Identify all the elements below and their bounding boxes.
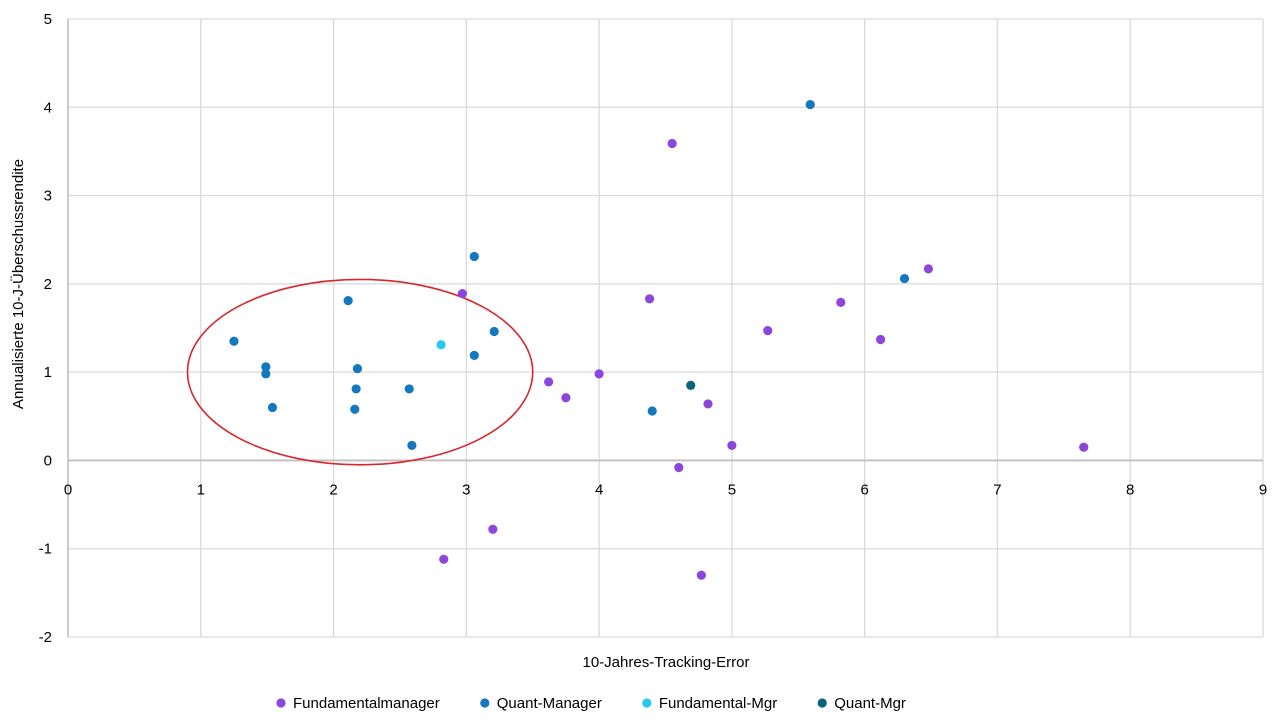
x-axis-title: 10-Jahres-Tracking-Error xyxy=(583,654,750,671)
legend-item-quant-mgr: Quant-Mgr xyxy=(817,695,906,712)
point-quant-manager xyxy=(343,296,353,306)
x-tick-label: 3 xyxy=(462,481,470,498)
point-fundamentalmanager xyxy=(696,570,706,580)
x-tick-label: 1 xyxy=(197,481,205,498)
point-fundamentalmanager xyxy=(544,377,554,387)
point-fundamentalmanager xyxy=(439,554,449,564)
point-quant-manager xyxy=(899,273,910,284)
annotation xyxy=(186,278,534,466)
y-axis-title: Annualisierte 10-J-Überschussrendite xyxy=(9,159,27,409)
tick-labels: 0 1 2 3 4 5 6 7 8 9 -2 -1 0 1 2 3 4 5 xyxy=(39,11,1268,646)
point-fundamentalmanager xyxy=(674,462,684,473)
axes xyxy=(67,19,1263,637)
x-tick-label: 9 xyxy=(1259,481,1267,498)
grid xyxy=(67,18,1264,638)
point-fundamental-mgr xyxy=(436,340,446,350)
point-fundamentalmanager xyxy=(488,524,498,534)
point-fundamentalmanager xyxy=(644,294,655,304)
y-tick-label: 1 xyxy=(44,364,52,381)
point-quant-mgr xyxy=(686,380,696,390)
highlight-ellipse xyxy=(186,278,534,466)
legend-label: Fundamentalmanager xyxy=(293,695,440,712)
point-quant-manager xyxy=(469,251,479,262)
y-tick-label: -2 xyxy=(39,629,52,646)
point-fundamentalmanager xyxy=(667,138,677,149)
x-tick-label: 4 xyxy=(595,481,603,498)
legend-label: Quant-Manager xyxy=(497,695,602,712)
point-quant-manager xyxy=(229,336,239,346)
x-tick-label: 0 xyxy=(64,481,72,498)
y-tick-label: 2 xyxy=(44,276,52,293)
point-quant-manager xyxy=(261,369,271,379)
data-points xyxy=(229,100,1089,580)
legend-marker xyxy=(817,698,827,708)
point-fundamentalmanager xyxy=(561,393,571,403)
x-tick-label: 6 xyxy=(860,481,868,498)
legend-item-quant-manager: Quant-Manager xyxy=(480,695,602,712)
x-tick-label: 2 xyxy=(329,481,337,498)
point-fundamentalmanager xyxy=(876,334,886,345)
y-tick-label: -1 xyxy=(39,541,52,558)
y-tick-label: 4 xyxy=(44,99,52,116)
point-quant-manager xyxy=(352,364,363,374)
point-quant-manager xyxy=(647,406,657,416)
point-quant-manager xyxy=(805,100,815,110)
point-fundamentalmanager xyxy=(594,369,604,379)
point-fundamentalmanager xyxy=(727,440,737,451)
legend-marker xyxy=(276,698,286,708)
legend-item-fundamentalmanager: Fundamentalmanager xyxy=(276,695,440,712)
point-quant-manager xyxy=(351,384,361,394)
legend-marker xyxy=(642,698,652,708)
point-fundamentalmanager xyxy=(836,297,846,307)
point-quant-manager xyxy=(261,362,271,372)
y-tick-label: 5 xyxy=(44,11,52,28)
x-tick-label: 8 xyxy=(1126,481,1134,498)
legend-label: Quant-Mgr xyxy=(834,695,906,712)
point-fundamentalmanager xyxy=(1079,442,1089,452)
y-tick-label: 3 xyxy=(44,188,52,205)
y-tick-label: 0 xyxy=(44,452,52,469)
point-fundamentalmanager xyxy=(457,288,467,299)
point-quant-manager xyxy=(267,402,278,413)
point-fundamentalmanager xyxy=(923,264,934,274)
point-quant-manager xyxy=(489,326,499,337)
x-tick-label: 5 xyxy=(728,481,736,498)
legend-label: Fundamental-Mgr xyxy=(659,695,777,712)
point-quant-manager xyxy=(407,440,417,451)
legend-item-fundamental-mgr: Fundamental-Mgr xyxy=(642,695,777,712)
point-quant-manager xyxy=(469,350,479,360)
legend: Fundamentalmanager Quant-Manager Fundament… xyxy=(276,695,906,712)
point-fundamentalmanager xyxy=(703,399,713,409)
point-fundamentalmanager xyxy=(763,326,773,336)
legend-marker xyxy=(480,698,490,708)
point-quant-manager xyxy=(350,404,360,414)
point-quant-manager xyxy=(404,384,414,394)
x-tick-label: 7 xyxy=(993,481,1001,498)
